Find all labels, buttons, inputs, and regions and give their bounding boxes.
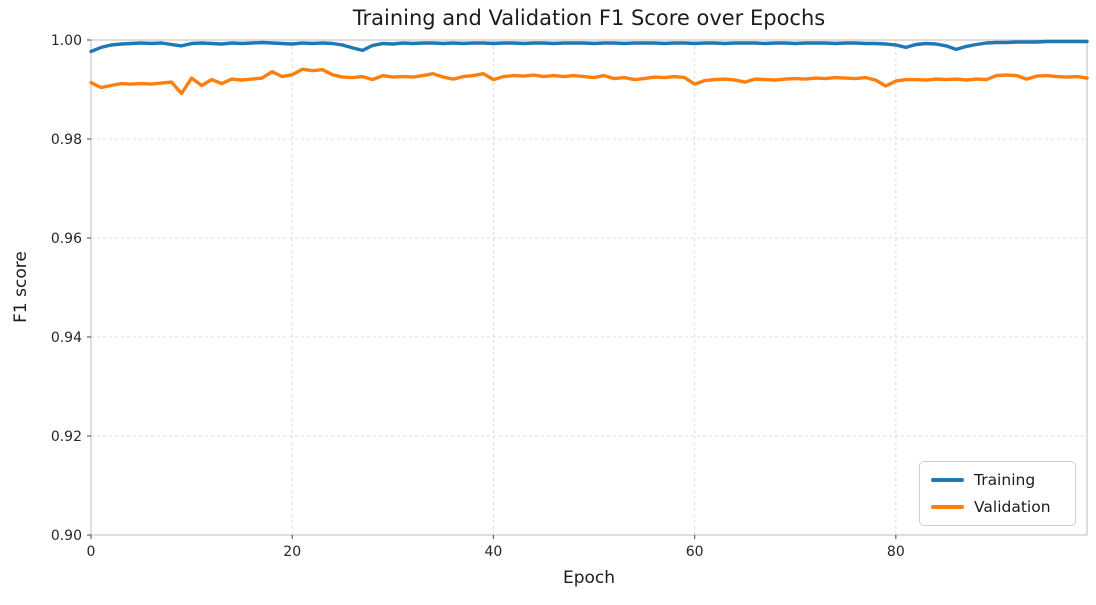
validation-line-swatch bbox=[931, 505, 964, 509]
y-tick-label-1.00: 1.00 bbox=[51, 33, 82, 49]
x-tick-label-60: 60 bbox=[686, 544, 704, 560]
x-tick-label-40: 40 bbox=[485, 544, 503, 560]
y-axis-label: F1 score bbox=[11, 251, 31, 323]
legend: Training Validation bbox=[919, 461, 1076, 526]
x-axis-label: Epoch bbox=[562, 568, 616, 588]
y-tick-label-0.96: 0.96 bbox=[51, 231, 82, 247]
y-tick-label-0.92: 0.92 bbox=[51, 429, 82, 445]
training-line-swatch bbox=[931, 478, 964, 482]
x-tick-label-80: 80 bbox=[887, 544, 905, 560]
x-tick-label-0: 0 bbox=[87, 544, 96, 560]
legend-item-validation: Validation bbox=[931, 497, 1065, 517]
y-tick-label-0.94: 0.94 bbox=[51, 330, 82, 346]
x-tick-label-20: 20 bbox=[283, 544, 301, 560]
y-tick-label-0.98: 0.98 bbox=[51, 132, 82, 148]
y-tick-label-0.90: 0.90 bbox=[51, 528, 82, 544]
plot-border bbox=[90, 39, 1088, 536]
validation-line bbox=[89, 67, 1089, 96]
legend-item-training: Training bbox=[931, 470, 1065, 490]
training-line bbox=[89, 39, 1089, 54]
chart-title: Training and Validation F1 Score over Ep… bbox=[352, 6, 826, 30]
legend-label-training: Training bbox=[974, 471, 1036, 489]
legend-label-validation: Validation bbox=[974, 498, 1051, 516]
